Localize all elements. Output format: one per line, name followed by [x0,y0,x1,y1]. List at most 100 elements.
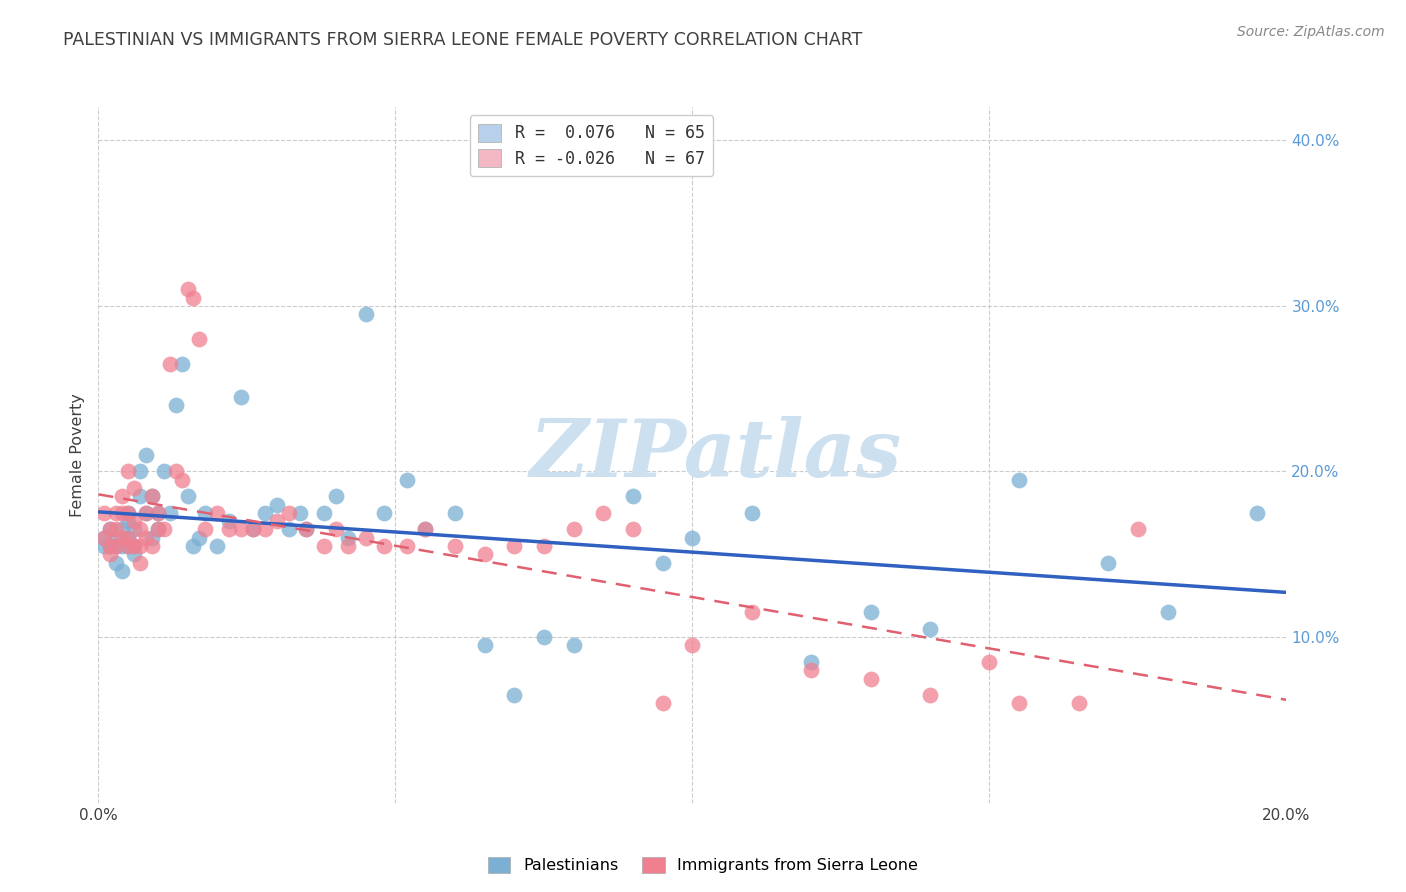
Point [621,489,644,503]
Point [533,539,555,553]
Point [194,523,217,537]
Point [266,514,288,528]
Point [1246,506,1268,520]
Point [229,390,252,404]
Point [117,539,139,553]
Point [176,489,198,503]
Point [533,630,555,644]
Point [194,506,217,520]
Point [165,398,187,412]
Point [920,622,942,636]
Point [105,539,128,553]
Point [1067,697,1090,711]
Text: ZIPatlas: ZIPatlas [530,417,903,493]
Text: PALESTINIAN VS IMMIGRANTS FROM SIERRA LEONE FEMALE POVERTY CORRELATION CHART: PALESTINIAN VS IMMIGRANTS FROM SIERRA LE… [63,31,863,49]
Point [105,531,128,545]
Point [159,506,181,520]
Point [183,539,205,553]
Point [122,523,145,537]
Point [141,531,163,545]
Point [93,531,115,545]
Point [122,547,145,561]
Point [141,539,163,553]
Point [354,531,377,545]
Point [129,523,152,537]
Y-axis label: Female Poverty: Female Poverty [70,393,86,516]
Point [651,697,673,711]
Point [111,539,134,553]
Point [314,539,336,553]
Point [146,506,169,520]
Point [111,489,134,503]
Point [741,506,763,520]
Point [117,531,139,545]
Point [146,506,169,520]
Point [592,506,614,520]
Point [98,539,121,553]
Point [503,539,526,553]
Point [176,282,198,296]
Point [207,506,229,520]
Point [741,605,763,619]
Point [135,506,157,520]
Point [135,531,157,545]
Point [105,506,128,520]
Point [111,506,134,520]
Point [218,523,240,537]
Point [146,523,169,537]
Point [105,539,128,553]
Point [188,531,211,545]
Point [170,473,193,487]
Point [117,506,139,520]
Point [682,639,704,653]
Point [152,465,174,479]
Point [562,639,585,653]
Point [503,688,526,702]
Legend: R =  0.076   N = 65, R = -0.026   N = 67: R = 0.076 N = 65, R = -0.026 N = 67 [470,115,713,176]
Point [122,539,145,553]
Point [266,498,288,512]
Point [413,523,436,537]
Point [207,539,229,553]
Point [122,539,145,553]
Point [979,655,1001,669]
Point [651,556,673,570]
Point [98,539,121,553]
Point [105,556,128,570]
Point [117,531,139,545]
Point [1008,473,1031,487]
Point [373,539,395,553]
Point [413,523,436,537]
Point [93,539,115,553]
Point [562,523,585,537]
Point [295,523,318,537]
Point [443,539,465,553]
Point [188,332,211,346]
Point [621,523,644,537]
Point [474,639,496,653]
Point [165,465,187,479]
Point [336,539,359,553]
Point [129,556,152,570]
Point [117,465,139,479]
Point [290,506,312,520]
Point [277,523,299,537]
Point [859,672,882,686]
Point [93,531,115,545]
Point [253,506,276,520]
Point [117,514,139,528]
Point [117,539,139,553]
Point [1097,556,1119,570]
Point [111,531,134,545]
Point [336,531,359,545]
Point [98,523,121,537]
Point [242,523,264,537]
Point [135,506,157,520]
Point [129,539,152,553]
Point [253,523,276,537]
Point [800,655,823,669]
Point [146,523,169,537]
Point [152,523,174,537]
Point [111,564,134,578]
Point [242,523,264,537]
